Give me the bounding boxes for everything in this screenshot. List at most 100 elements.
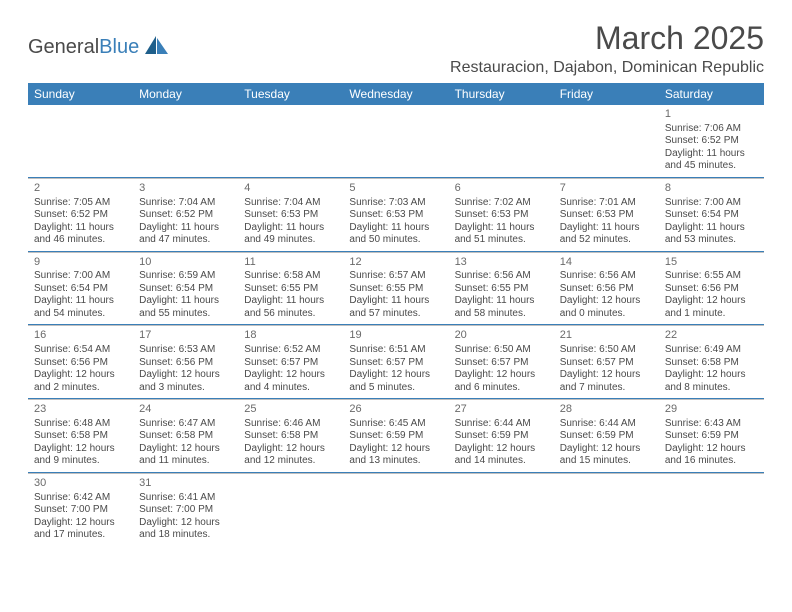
day-number: 13: [455, 256, 548, 270]
sunset-line: Sunset: 6:55 PM: [244, 283, 337, 296]
sunset-line: Sunset: 6:56 PM: [139, 357, 232, 370]
sunrise-line: Sunrise: 6:51 AM: [349, 344, 442, 357]
daylight-line: Daylight: 12 hours and 13 minutes.: [349, 443, 442, 468]
daylight-line: Daylight: 12 hours and 17 minutes.: [34, 517, 127, 542]
day-cell: 14Sunrise: 6:56 AMSunset: 6:56 PMDayligh…: [554, 252, 659, 325]
day-header-sat: Saturday: [659, 83, 764, 105]
daylight-line: Daylight: 11 hours and 52 minutes.: [560, 222, 653, 247]
daylight-line: Daylight: 11 hours and 49 minutes.: [244, 222, 337, 247]
sunset-line: Sunset: 6:53 PM: [244, 209, 337, 222]
sunrise-line: Sunrise: 6:42 AM: [34, 492, 127, 505]
sunrise-line: Sunrise: 6:44 AM: [455, 418, 548, 431]
day-cell: 20Sunrise: 6:50 AMSunset: 6:57 PMDayligh…: [449, 326, 554, 399]
sunrise-line: Sunrise: 6:56 AM: [560, 270, 653, 283]
daylight-line: Daylight: 12 hours and 16 minutes.: [665, 443, 758, 468]
day-number: 2: [34, 182, 127, 196]
sunrise-line: Sunrise: 6:43 AM: [665, 418, 758, 431]
sunset-line: Sunset: 6:52 PM: [34, 209, 127, 222]
sunrise-line: Sunrise: 6:41 AM: [139, 492, 232, 505]
day-header-fri: Friday: [554, 83, 659, 105]
day-cell: [554, 105, 659, 177]
day-cell: 29Sunrise: 6:43 AMSunset: 6:59 PMDayligh…: [659, 400, 764, 473]
title-block: March 2025 Restauracion, Dajabon, Domini…: [450, 20, 764, 77]
sunset-line: Sunset: 6:55 PM: [349, 283, 442, 296]
day-number: 3: [139, 182, 232, 196]
sunrise-line: Sunrise: 6:48 AM: [34, 418, 127, 431]
sunrise-line: Sunrise: 6:56 AM: [455, 270, 548, 283]
day-number: 17: [139, 329, 232, 343]
day-number: 21: [560, 329, 653, 343]
daylight-line: Daylight: 11 hours and 50 minutes.: [349, 222, 442, 247]
calendar-table: Sunday Monday Tuesday Wednesday Thursday…: [28, 83, 764, 546]
day-cell: 8Sunrise: 7:00 AMSunset: 6:54 PMDaylight…: [659, 178, 764, 251]
daylight-line: Daylight: 12 hours and 3 minutes.: [139, 369, 232, 394]
day-number: 5: [349, 182, 442, 196]
daylight-line: Daylight: 11 hours and 57 minutes.: [349, 295, 442, 320]
day-cell: [343, 473, 448, 545]
sunset-line: Sunset: 6:58 PM: [139, 430, 232, 443]
day-number: 11: [244, 256, 337, 270]
sunrise-line: Sunrise: 6:59 AM: [139, 270, 232, 283]
sail-icon: [143, 34, 169, 61]
sunset-line: Sunset: 6:54 PM: [34, 283, 127, 296]
day-number: 20: [455, 329, 548, 343]
day-cell: 4Sunrise: 7:04 AMSunset: 6:53 PMDaylight…: [238, 178, 343, 251]
week-row: 2Sunrise: 7:05 AMSunset: 6:52 PMDaylight…: [28, 178, 764, 251]
sunset-line: Sunset: 6:58 PM: [244, 430, 337, 443]
sunrise-line: Sunrise: 6:46 AM: [244, 418, 337, 431]
sunset-line: Sunset: 7:00 PM: [139, 504, 232, 517]
sunset-line: Sunset: 6:56 PM: [34, 357, 127, 370]
day-cell: 23Sunrise: 6:48 AMSunset: 6:58 PMDayligh…: [28, 400, 133, 473]
sunrise-line: Sunrise: 6:55 AM: [665, 270, 758, 283]
day-cell: [449, 473, 554, 545]
sunset-line: Sunset: 6:59 PM: [560, 430, 653, 443]
sunrise-line: Sunrise: 6:57 AM: [349, 270, 442, 283]
day-cell: 11Sunrise: 6:58 AMSunset: 6:55 PMDayligh…: [238, 252, 343, 325]
sunrise-line: Sunrise: 7:04 AM: [244, 197, 337, 210]
day-number: 27: [455, 403, 548, 417]
sunrise-line: Sunrise: 6:52 AM: [244, 344, 337, 357]
day-cell: 5Sunrise: 7:03 AMSunset: 6:53 PMDaylight…: [343, 178, 448, 251]
day-cell: 13Sunrise: 6:56 AMSunset: 6:55 PMDayligh…: [449, 252, 554, 325]
sunrise-line: Sunrise: 6:44 AM: [560, 418, 653, 431]
daylight-line: Daylight: 11 hours and 53 minutes.: [665, 222, 758, 247]
day-cell: 12Sunrise: 6:57 AMSunset: 6:55 PMDayligh…: [343, 252, 448, 325]
day-number: 31: [139, 477, 232, 491]
logo: GeneralBlue: [28, 20, 169, 61]
sunrise-line: Sunrise: 6:58 AM: [244, 270, 337, 283]
sunset-line: Sunset: 6:53 PM: [560, 209, 653, 222]
day-cell: 3Sunrise: 7:04 AMSunset: 6:52 PMDaylight…: [133, 178, 238, 251]
day-cell: [659, 473, 764, 545]
sunset-line: Sunset: 6:58 PM: [34, 430, 127, 443]
sunrise-line: Sunrise: 6:50 AM: [455, 344, 548, 357]
daylight-line: Daylight: 12 hours and 5 minutes.: [349, 369, 442, 394]
day-number: 26: [349, 403, 442, 417]
week-row: 23Sunrise: 6:48 AMSunset: 6:58 PMDayligh…: [28, 400, 764, 473]
daylight-line: Daylight: 12 hours and 11 minutes.: [139, 443, 232, 468]
logo-word2: Blue: [99, 36, 139, 58]
day-cell: 9Sunrise: 7:00 AMSunset: 6:54 PMDaylight…: [28, 252, 133, 325]
sunset-line: Sunset: 6:57 PM: [349, 357, 442, 370]
daylight-line: Daylight: 12 hours and 12 minutes.: [244, 443, 337, 468]
daylight-line: Daylight: 11 hours and 56 minutes.: [244, 295, 337, 320]
week-row: 1Sunrise: 7:06 AMSunset: 6:52 PMDaylight…: [28, 105, 764, 177]
day-cell: 16Sunrise: 6:54 AMSunset: 6:56 PMDayligh…: [28, 326, 133, 399]
sunset-line: Sunset: 6:57 PM: [455, 357, 548, 370]
sunset-line: Sunset: 6:57 PM: [244, 357, 337, 370]
sunset-line: Sunset: 6:59 PM: [665, 430, 758, 443]
day-number: 24: [139, 403, 232, 417]
day-cell: [28, 105, 133, 177]
location: Restauracion, Dajabon, Dominican Republi…: [450, 59, 764, 77]
day-cell: 28Sunrise: 6:44 AMSunset: 6:59 PMDayligh…: [554, 400, 659, 473]
sunrise-line: Sunrise: 7:01 AM: [560, 197, 653, 210]
day-cell: 17Sunrise: 6:53 AMSunset: 6:56 PMDayligh…: [133, 326, 238, 399]
day-number: 6: [455, 182, 548, 196]
day-cell: 15Sunrise: 6:55 AMSunset: 6:56 PMDayligh…: [659, 252, 764, 325]
week-row: 9Sunrise: 7:00 AMSunset: 6:54 PMDaylight…: [28, 252, 764, 325]
day-cell: 2Sunrise: 7:05 AMSunset: 6:52 PMDaylight…: [28, 178, 133, 251]
sunrise-line: Sunrise: 7:00 AM: [665, 197, 758, 210]
sunset-line: Sunset: 6:54 PM: [139, 283, 232, 296]
daylight-line: Daylight: 12 hours and 8 minutes.: [665, 369, 758, 394]
day-cell: 25Sunrise: 6:46 AMSunset: 6:58 PMDayligh…: [238, 400, 343, 473]
sunset-line: Sunset: 6:59 PM: [455, 430, 548, 443]
